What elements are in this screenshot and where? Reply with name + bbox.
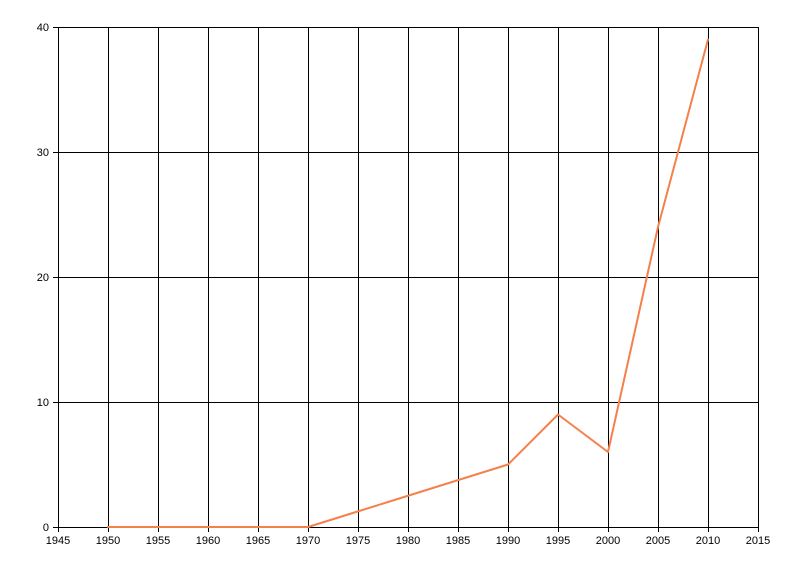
- grid: [58, 27, 759, 528]
- x-tick-label: 2005: [646, 535, 670, 547]
- x-tick-label: 1950: [96, 535, 120, 547]
- series-layer: [107, 38, 709, 528]
- tick-labels: 1945 1950 1955 1960 1965 1970 1975 1980 1985 1990…: [37, 22, 770, 547]
- x-tick-label: 2015: [746, 535, 770, 547]
- x-tick-label: 1985: [446, 535, 470, 547]
- x-tick-label: 2010: [696, 535, 720, 547]
- y-tick-label: 40: [37, 22, 49, 34]
- x-tick-label: 1990: [496, 535, 520, 547]
- y-tick-label: 10: [37, 397, 49, 409]
- x-tick-label: 1970: [296, 535, 320, 547]
- x-tick-label: 1945: [46, 535, 70, 547]
- x-tick-label: 1955: [146, 535, 170, 547]
- y-tick-label: 0: [43, 522, 49, 534]
- y-tick-label: 30: [37, 147, 49, 159]
- x-tick-label: 1980: [396, 535, 420, 547]
- y-tick-label: 20: [37, 272, 49, 284]
- x-tick-label: 1960: [196, 535, 220, 547]
- x-tick-label: 1995: [546, 535, 570, 547]
- x-tick-label: 1965: [246, 535, 270, 547]
- x-tick-label: 2000: [596, 535, 620, 547]
- x-tick-label: 1975: [346, 535, 370, 547]
